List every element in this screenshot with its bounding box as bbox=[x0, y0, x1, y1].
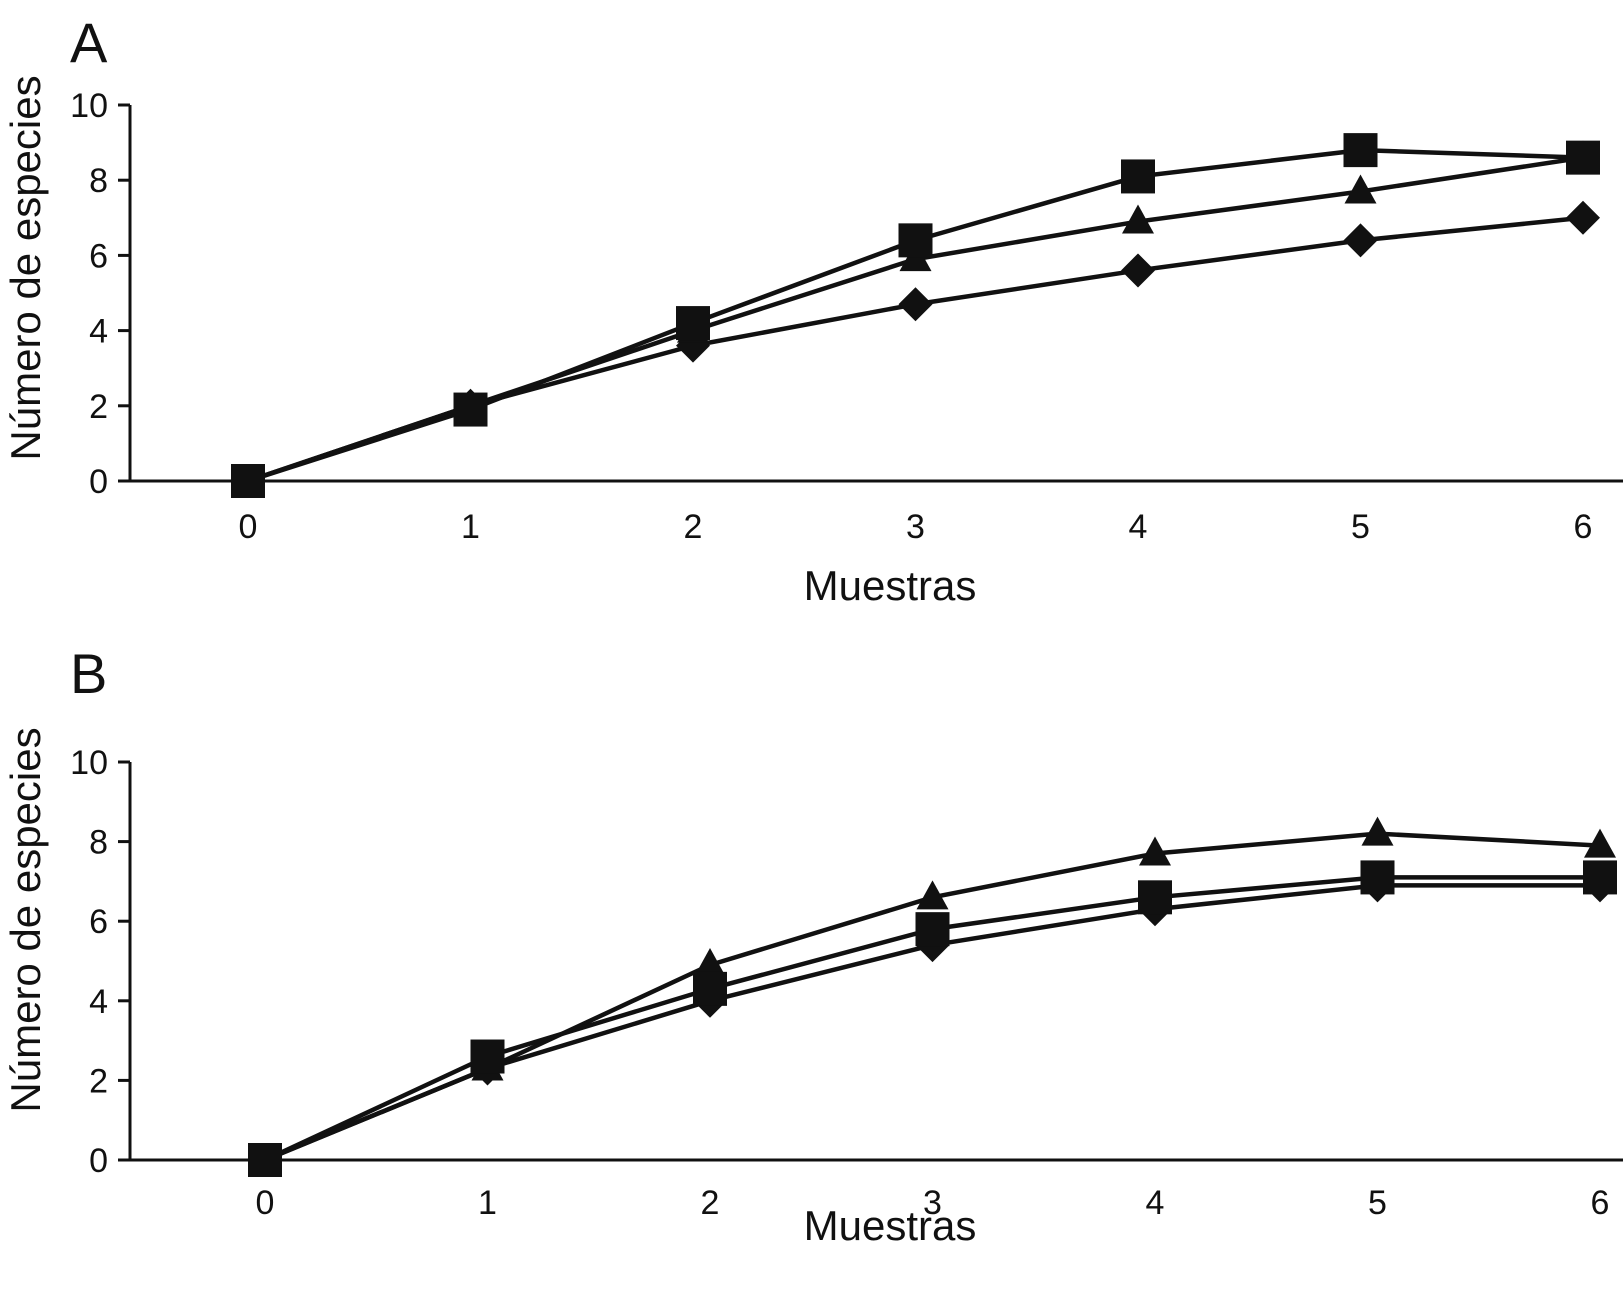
point-square bbox=[470, 1039, 505, 1074]
point-triangle bbox=[916, 880, 949, 910]
panel-b-y-axis-title: Número de especies bbox=[2, 727, 49, 1112]
point-diamond bbox=[1343, 223, 1378, 258]
point-square bbox=[1121, 159, 1155, 194]
y-tick-label: 10 bbox=[70, 744, 108, 782]
panel-b: B 0 2 4 6 8 10 0 1 2 3 4 5 6 Muestras Número de espe… bbox=[2, 642, 1623, 1249]
y-tick-label: 0 bbox=[89, 1142, 108, 1180]
panel-a-plot: 0 2 4 6 8 10 0 1 2 3 4 5 6 bbox=[70, 87, 1623, 546]
panel-a-x-axis-title: Muestras bbox=[804, 562, 977, 609]
x-tick-label: 5 bbox=[1351, 508, 1370, 546]
x-tick-label: 6 bbox=[1591, 1184, 1610, 1222]
y-tick-label: 2 bbox=[89, 388, 108, 426]
x-tick-label: 3 bbox=[906, 508, 925, 546]
x-tick-label: 4 bbox=[1146, 1184, 1165, 1222]
panel-b-label: B bbox=[70, 642, 107, 705]
panel-a-y-axis-title: Número de especies bbox=[2, 75, 49, 460]
point-square bbox=[1566, 140, 1600, 175]
x-tick-label: 2 bbox=[684, 508, 703, 546]
y-tick-label: 2 bbox=[89, 1062, 108, 1100]
y-tick-label: 4 bbox=[89, 313, 108, 351]
point-square bbox=[898, 223, 933, 258]
point-square bbox=[693, 971, 727, 1006]
y-tick-label: 10 bbox=[70, 87, 108, 125]
x-tick-label: 5 bbox=[1368, 1184, 1387, 1222]
point-square bbox=[1138, 880, 1172, 915]
point-triangle bbox=[1122, 204, 1154, 234]
y-tick-label: 8 bbox=[89, 824, 108, 862]
point-diamond bbox=[898, 287, 933, 322]
point-diamond bbox=[1121, 253, 1155, 288]
y-tick-label: 4 bbox=[89, 983, 108, 1021]
point-diamond bbox=[1566, 200, 1600, 235]
point-triangle bbox=[1361, 816, 1394, 846]
y-tick-label: 0 bbox=[89, 463, 108, 501]
x-tick-label: 0 bbox=[256, 1184, 275, 1222]
x-tick-label: 1 bbox=[478, 1184, 497, 1222]
point-triangle bbox=[694, 947, 726, 977]
panel-a-label: A bbox=[70, 11, 108, 74]
point-square bbox=[1583, 860, 1617, 895]
point-triangle bbox=[1139, 836, 1171, 866]
y-tick-label: 6 bbox=[89, 903, 108, 941]
panel-b-x-axis-title: Muestras bbox=[804, 1202, 977, 1249]
panel-a: A 0 2 4 6 8 10 0 1 2 3 4 5 6 Muestras Número de espe… bbox=[2, 11, 1623, 609]
y-tick-label: 6 bbox=[89, 237, 108, 275]
point-triangle bbox=[1584, 828, 1616, 858]
x-tick-label: 0 bbox=[239, 508, 258, 546]
x-tick-label: 6 bbox=[1574, 508, 1593, 546]
point-square bbox=[231, 464, 265, 498]
panel-b-plot: 0 2 4 6 8 10 0 1 2 3 4 5 6 bbox=[70, 744, 1623, 1222]
y-tick-label: 8 bbox=[89, 162, 108, 200]
point-square bbox=[1343, 133, 1378, 168]
point-square bbox=[676, 306, 710, 341]
point-triangle bbox=[1344, 174, 1377, 204]
x-tick-label: 4 bbox=[1129, 508, 1148, 546]
point-square bbox=[248, 1143, 282, 1177]
point-square bbox=[915, 912, 950, 947]
x-tick-label: 2 bbox=[701, 1184, 720, 1222]
x-tick-label: 3 bbox=[923, 1184, 942, 1222]
x-tick-label: 1 bbox=[461, 508, 480, 546]
point-square bbox=[453, 392, 488, 427]
point-square bbox=[1360, 860, 1395, 895]
